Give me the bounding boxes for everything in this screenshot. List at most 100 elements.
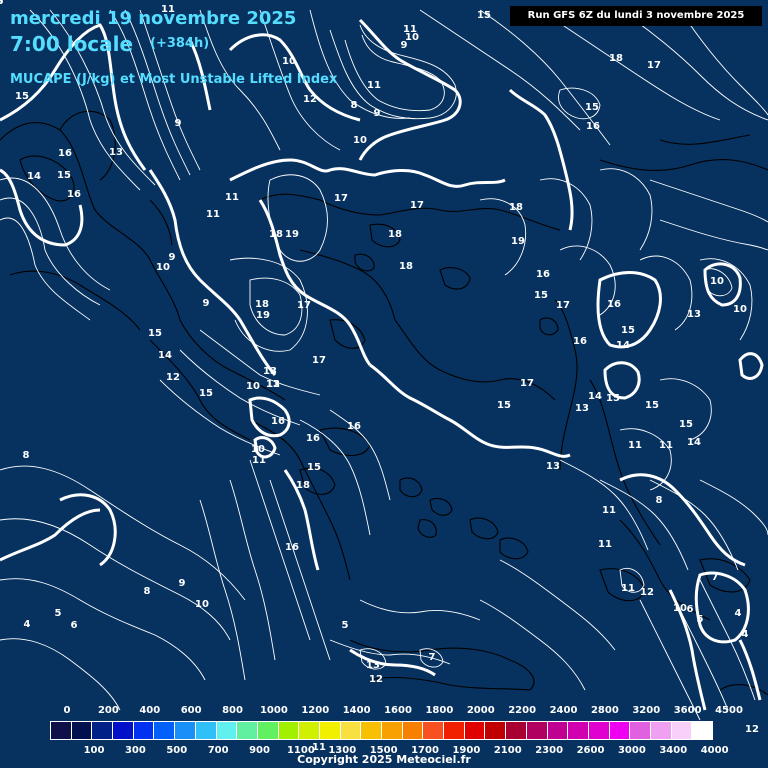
lifted-index-label: 19	[256, 310, 270, 321]
lifted-index-label: 5	[342, 620, 349, 631]
lifted-index-label: 17	[297, 300, 311, 311]
lifted-index-label: 11	[659, 440, 673, 451]
legend-color-swatch	[298, 721, 320, 740]
legend-color-swatch	[236, 721, 258, 740]
lifted-index-label: 8	[656, 495, 663, 506]
lifted-index-label: 9	[179, 578, 186, 589]
legend-color-swatch	[50, 721, 72, 740]
legend-upper-tick: 1200	[301, 705, 330, 716]
lifted-index-label: 15	[148, 328, 162, 339]
legend-color-swatch	[194, 721, 217, 740]
copyright: Copyright 2025 Meteociel.fr	[297, 753, 471, 766]
lifted-index-label: 15	[679, 419, 693, 430]
legend-lower-tick: 1100	[286, 745, 315, 756]
legend-color-swatch	[91, 721, 114, 740]
lifted-index-label: 16	[58, 148, 72, 159]
lifted-index-label: 16	[67, 189, 81, 200]
lifted-index-label: 10	[353, 135, 367, 146]
legend-color-swatch	[132, 721, 155, 740]
lifted-index-label: 14	[616, 340, 630, 351]
lifted-index-label: 11	[367, 80, 381, 91]
lifted-index-label: 11	[602, 505, 616, 516]
lifted-index-label: 11	[598, 539, 612, 550]
lifted-index-label: 10	[405, 32, 419, 43]
lifted-index-label: 15	[57, 170, 71, 181]
lifted-index-label: 5	[55, 608, 62, 619]
lifted-index-label: 13	[575, 403, 589, 414]
lifted-index-label: 9	[0, 0, 4, 7]
lifted-index-label: 10	[156, 262, 170, 273]
lifted-index-label: 13	[546, 461, 560, 472]
legend-upper-tick: 200	[97, 705, 119, 716]
lifted-index-label: 10	[251, 444, 265, 455]
lifted-index-label: 18	[255, 299, 269, 310]
legend-upper-tick: 800	[222, 705, 243, 716]
legend-color-swatch	[277, 721, 300, 740]
legend-lower-tick: 1900	[452, 745, 481, 756]
lifted-index-label: 17	[312, 355, 326, 366]
lifted-index-label: 9	[203, 298, 210, 309]
lifted-index-label: 10	[282, 56, 296, 67]
legend-color-swatch	[691, 721, 713, 740]
lifted-index-label: 7	[429, 652, 436, 663]
legend-lower-tick: 1700	[411, 745, 439, 756]
legend-color-swatch	[484, 721, 507, 740]
lifted-index-label: 17	[334, 193, 348, 204]
lifted-index-label: 10	[246, 381, 260, 392]
lifted-index-label: 15	[621, 325, 635, 336]
legend-upper-tick: 3600	[673, 705, 702, 716]
lifted-index-label: 12	[303, 94, 317, 105]
lifted-index-label: 9	[401, 40, 408, 51]
lifted-index-label: 13	[263, 366, 277, 377]
lifted-index-label: 17	[520, 378, 534, 389]
lifted-index-label: 12	[369, 674, 383, 685]
lifted-index-label: 14	[158, 350, 172, 361]
legend-color-swatch	[525, 721, 548, 740]
legend-lower-tick: 3400	[659, 745, 688, 756]
lifted-index-label: 15	[15, 91, 29, 102]
legend-lower-tick: 700	[207, 745, 229, 756]
legend-color-swatch	[215, 721, 238, 740]
lifted-index-label: 15	[645, 400, 659, 411]
lifted-index-label: 16	[536, 269, 550, 280]
lifted-index-label: 10	[733, 304, 747, 315]
lifted-index-label: 15	[606, 393, 620, 404]
legend-upper-tick: 1600	[384, 705, 412, 716]
lifted-index-label: 5	[697, 614, 704, 625]
lifted-index-label: 14	[27, 171, 41, 182]
lifted-index-label: 8	[0, 0, 4, 7]
legend-upper-tick: 2400	[549, 705, 578, 716]
legend-upper-tick: 1000	[259, 705, 288, 716]
lifted-index-label: 11	[161, 4, 175, 15]
forecast-local-time: 7:00 locale	[10, 32, 134, 56]
lifted-index-label: 15	[497, 400, 511, 411]
legend-lower-tick: 2100	[493, 745, 522, 756]
lifted-index-label: 18	[296, 480, 310, 491]
lifted-index-label: 17	[647, 60, 661, 71]
legend-color-swatch	[70, 721, 93, 740]
legend-lower-tick: 900	[249, 745, 270, 756]
legend-lower-tick: 100	[83, 745, 105, 756]
forecast-date: mercredi 19 novembre 2025	[10, 8, 297, 29]
lifted-index-label: 11	[628, 440, 642, 451]
lifted-index-label: 15	[477, 10, 491, 21]
lifted-index-label: 11	[252, 455, 266, 466]
parameter-title: MUCAPE (J/kg) et Most Unstable Lifted In…	[10, 72, 338, 87]
lifted-index-label: 9	[374, 108, 381, 119]
legend-color-swatch	[401, 721, 424, 740]
legend-upper-tick: 2200	[508, 705, 537, 716]
lifted-index-label: 11	[403, 24, 417, 35]
legend-color-swatch	[360, 721, 382, 740]
lifted-index-label: 15	[199, 388, 213, 399]
legend-color-swatch	[112, 721, 134, 740]
legend-lower-tick: 4000	[700, 745, 729, 756]
lifted-index-label: 12	[640, 587, 654, 598]
lifted-index-label: 4	[24, 619, 31, 630]
lifted-index-isolines	[0, 9, 768, 721]
lifted-index-label: 14	[588, 391, 602, 402]
legend-color-swatch	[256, 721, 279, 740]
lifted-index-label: 14	[687, 437, 701, 448]
lifted-index-label: 16	[573, 336, 587, 347]
lifted-index-label: 16	[285, 542, 299, 553]
lifted-index-label: 11	[312, 742, 326, 753]
